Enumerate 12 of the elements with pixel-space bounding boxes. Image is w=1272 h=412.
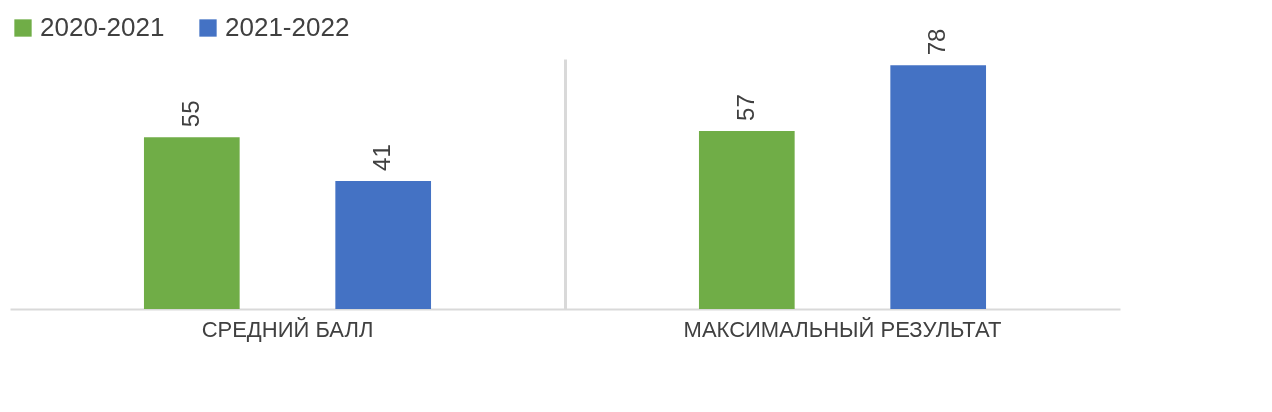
data-label: 78 (923, 28, 951, 56)
bar (698, 130, 795, 309)
data-label: 55 (176, 100, 204, 128)
legend-label: 2021-2022 (225, 12, 350, 42)
legend-label: 2020-2021 (40, 12, 165, 42)
x-tick-label: СРЕДНИЙ БАЛЛ (201, 316, 374, 342)
data-label: 41 (368, 144, 396, 171)
bar (890, 65, 987, 309)
data-label: 57 (731, 94, 759, 121)
bar (143, 137, 240, 309)
bar (335, 180, 432, 309)
x-tick-label: МАКСИМАЛЬНЫЙ РЕЗУЛЬТАТ (683, 316, 1002, 342)
